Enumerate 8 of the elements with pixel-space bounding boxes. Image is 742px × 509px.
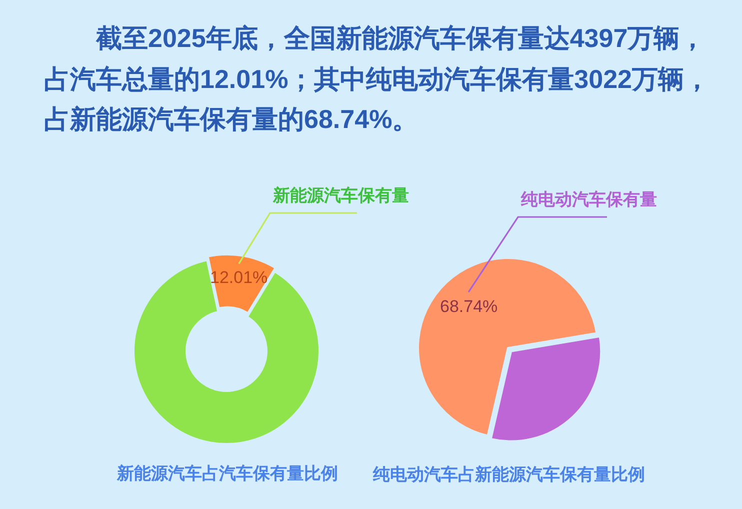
text: 新能源汽车占汽车保有量比例 — [116, 464, 338, 483]
data-label: 68.74% — [440, 297, 498, 316]
text: 占新能源汽车保有量的68.74%。 — [44, 104, 418, 134]
slice-label: 新能源汽车保有量 — [272, 186, 409, 205]
text: 截至2025年底，全国新能源汽车保有量达4397万辆， — [95, 23, 706, 53]
slice-label: 纯电动汽车保有量 — [520, 190, 657, 209]
text: 纯电动汽车占新能源汽车保有量比例 — [372, 465, 645, 484]
text: 占汽车总量的12.01%；其中纯电动汽车保有量3022万辆， — [44, 64, 710, 94]
